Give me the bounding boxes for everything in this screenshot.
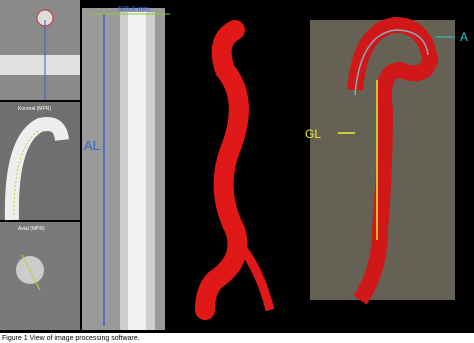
tissue <box>0 55 80 75</box>
aorta-coronal <box>4 117 69 221</box>
gl-label: GL <box>305 127 321 141</box>
al-label: AL <box>84 138 100 153</box>
iliac <box>236 242 275 312</box>
panel-label: Axial (MPR) <box>18 226 45 232</box>
panel-label: Koronal (MPR) <box>18 106 51 112</box>
centerline <box>13 129 41 216</box>
lumen <box>128 12 146 330</box>
a-label: A <box>460 30 468 44</box>
aorta-3d <box>195 20 249 320</box>
caption: Figure 1 View of image processing softwa… <box>2 335 140 342</box>
measure-line <box>21 254 41 291</box>
centerline <box>354 29 429 96</box>
aorta-3d-bone <box>347 16 439 305</box>
measurement: 505,8 mm <box>118 6 149 13</box>
